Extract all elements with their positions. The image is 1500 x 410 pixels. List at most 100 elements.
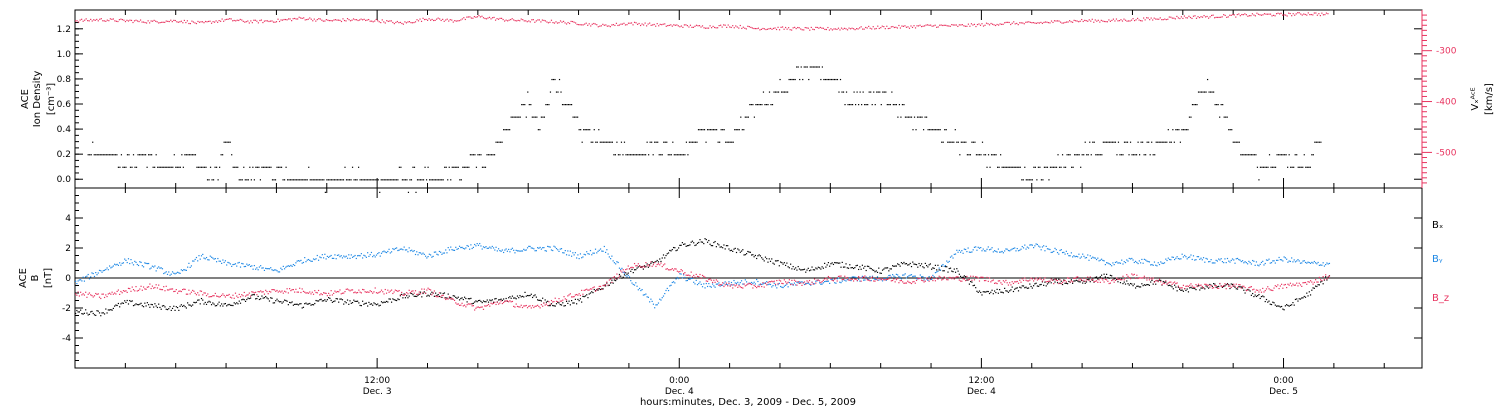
density-point (546, 104, 549, 106)
bx-point (231, 304, 233, 307)
density-point (1003, 166, 1005, 168)
by-point (689, 278, 691, 280)
by-point (514, 252, 516, 254)
bz-point (602, 284, 604, 287)
density-point (978, 154, 981, 156)
bx-point (280, 301, 282, 303)
by-point (604, 251, 607, 254)
velocity-point (717, 27, 719, 29)
by-point (704, 287, 706, 289)
density-point (927, 129, 929, 131)
bz-point (874, 280, 876, 282)
by-point (336, 254, 339, 257)
by-point (244, 265, 247, 268)
by-point (1141, 258, 1143, 261)
by-point (452, 249, 454, 251)
density-point (92, 141, 94, 143)
bx-point (910, 265, 913, 268)
bx-point (691, 240, 694, 242)
bx-point (1007, 291, 1010, 293)
bz-point (924, 280, 926, 282)
density-point (814, 66, 816, 68)
bx-point (443, 292, 446, 294)
velocity-point (1085, 20, 1087, 22)
density-point (345, 179, 348, 181)
bz-point (150, 287, 152, 290)
by-point (528, 245, 530, 247)
bx-point (393, 298, 395, 301)
velocity-point (809, 29, 811, 31)
density-point (439, 179, 441, 181)
velocity-point (1132, 18, 1134, 20)
by-point (1292, 261, 1294, 263)
density-point (225, 141, 227, 143)
velocity-point (979, 24, 982, 26)
bz-point (1297, 285, 1299, 287)
velocity-point (869, 27, 871, 29)
density-point (143, 154, 145, 156)
density-point (557, 91, 559, 93)
velocity-point (265, 20, 267, 22)
density-point (737, 129, 739, 131)
by-point (724, 281, 726, 283)
velocity-point (1182, 17, 1184, 20)
bx-point (1167, 284, 1169, 287)
velocity-point (544, 20, 547, 22)
by-point (223, 261, 225, 264)
velocity-point (904, 25, 906, 27)
bx-point (1304, 296, 1307, 298)
by-point (1034, 245, 1036, 247)
velocity-point (433, 19, 435, 22)
bz-point (991, 280, 993, 282)
bz-point (785, 281, 787, 283)
velocity-point (251, 22, 253, 24)
by-point (324, 253, 326, 255)
bx-point (159, 306, 161, 309)
velocity-point (217, 21, 219, 23)
bx-point (1238, 286, 1240, 288)
by-point (793, 282, 796, 284)
density-point (1055, 166, 1058, 168)
bx-point (767, 261, 769, 263)
bz-point (1000, 282, 1002, 284)
bz-point (674, 268, 676, 270)
velocity-point (695, 24, 698, 26)
bx-point (705, 238, 707, 241)
velocity-point (698, 25, 701, 27)
by-point (304, 257, 306, 259)
bz-point (1084, 280, 1086, 282)
density-point (1080, 166, 1082, 168)
velocity-point (774, 27, 776, 29)
bz-point (851, 278, 853, 280)
bx-point (413, 295, 415, 297)
bz-point (904, 282, 906, 284)
velocity-point (269, 20, 272, 22)
bx-point (748, 251, 750, 253)
bz-point (359, 291, 361, 293)
velocity-point (1209, 16, 1211, 18)
bx-point (1312, 287, 1314, 289)
bz-point (1327, 276, 1329, 278)
by-point (151, 265, 153, 267)
by-point (1136, 261, 1138, 264)
velocity-point (1275, 13, 1278, 15)
bz-point (1176, 282, 1178, 284)
velocity-point (1028, 21, 1030, 23)
velocity-point (866, 27, 868, 29)
bz-point (190, 291, 193, 293)
by-point (584, 254, 587, 256)
by-point (550, 249, 553, 251)
bz-point (938, 275, 940, 277)
velocity-point (1250, 15, 1252, 17)
velocity-point (259, 19, 261, 22)
bz-point (910, 282, 913, 285)
by-point (839, 281, 841, 283)
by-point (504, 249, 506, 251)
density-point (830, 78, 833, 81)
density-point (126, 154, 129, 156)
density-point (1219, 116, 1221, 118)
density-point (244, 179, 246, 181)
bz-point (797, 281, 799, 283)
by-point (1048, 248, 1050, 250)
by-point (981, 250, 983, 252)
